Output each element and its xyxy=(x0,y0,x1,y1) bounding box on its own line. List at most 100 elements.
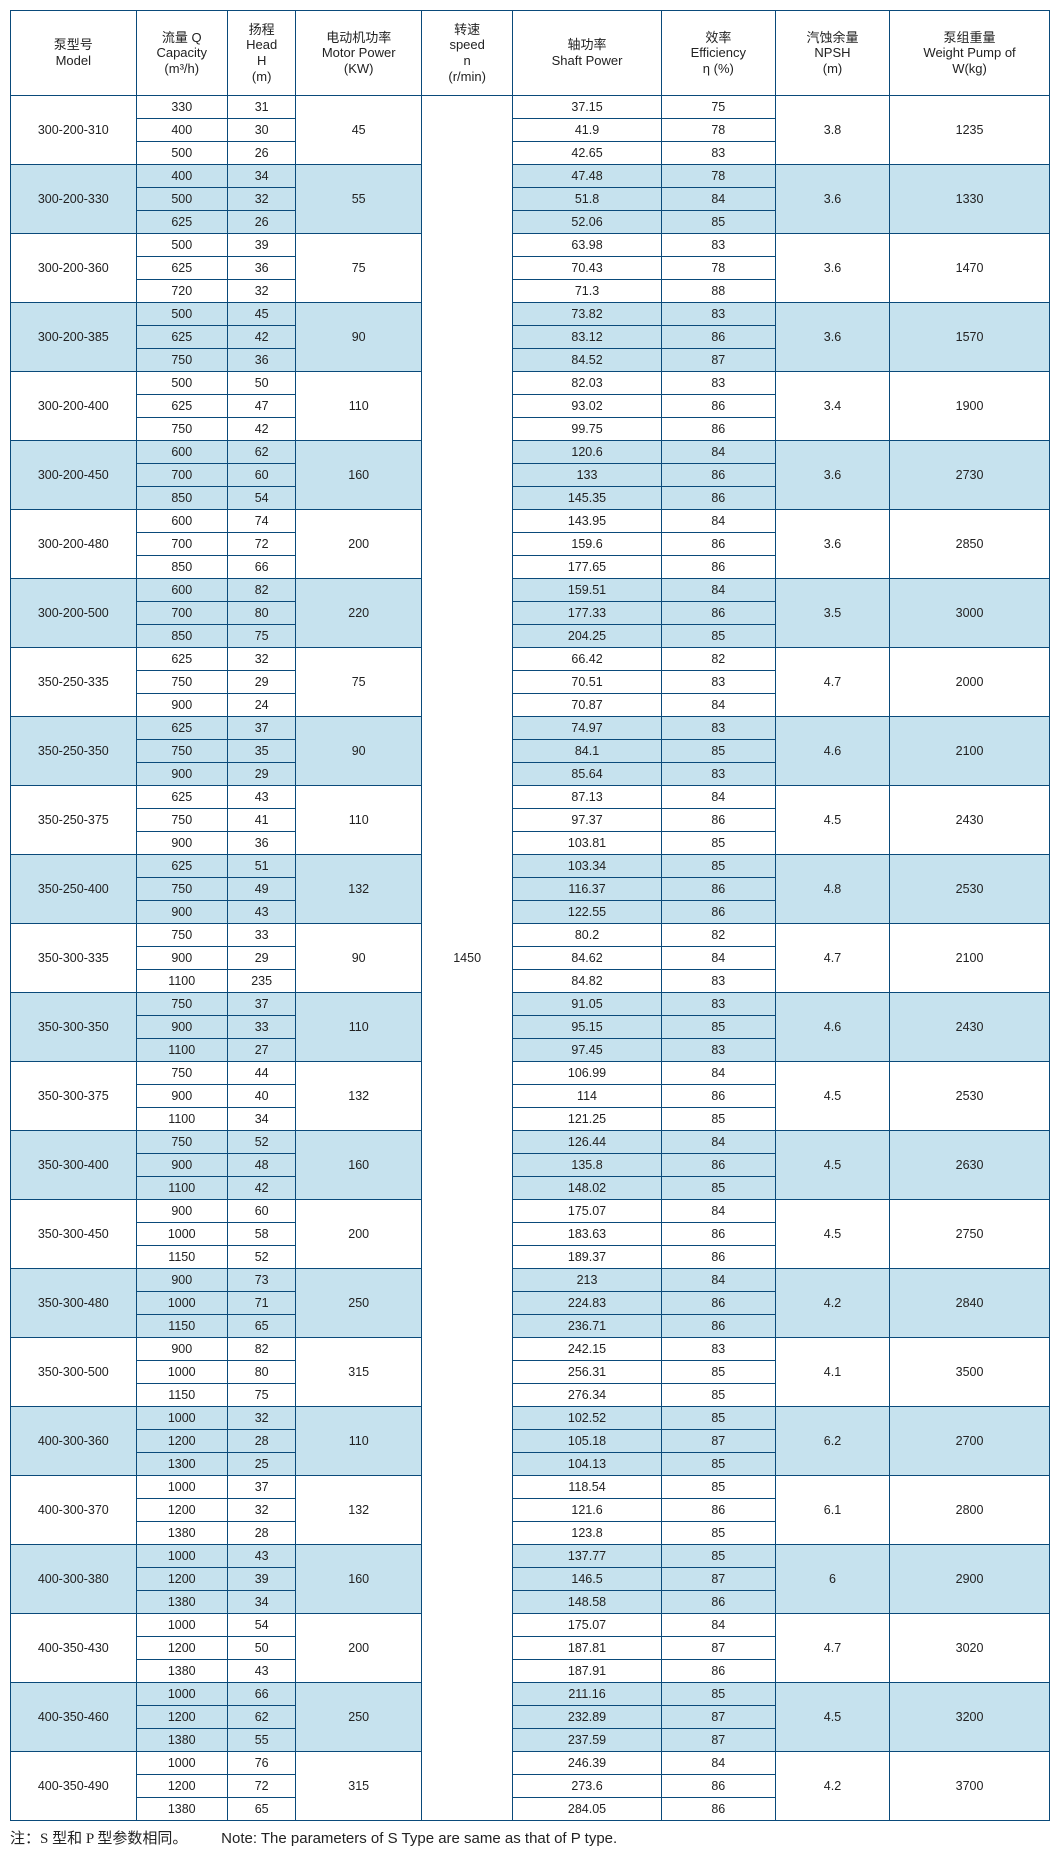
weight-cell: 2730 xyxy=(890,441,1050,510)
capacity-cell: 900 xyxy=(136,832,227,855)
capacity-cell: 900 xyxy=(136,901,227,924)
efficiency-cell: 84 xyxy=(661,1752,775,1775)
head-cell: 43 xyxy=(227,786,296,809)
npsh-cell: 3.6 xyxy=(775,234,889,303)
shaft-power-cell: 104.13 xyxy=(513,1453,661,1476)
head-cell: 49 xyxy=(227,878,296,901)
head-cell: 60 xyxy=(227,464,296,487)
capacity-cell: 600 xyxy=(136,510,227,533)
shaft-power-cell: 256.31 xyxy=(513,1361,661,1384)
head-cell: 50 xyxy=(227,372,296,395)
capacity-cell: 400 xyxy=(136,165,227,188)
efficiency-cell: 78 xyxy=(661,257,775,280)
head-cell: 42 xyxy=(227,326,296,349)
efficiency-cell: 83 xyxy=(661,993,775,1016)
head-cell: 34 xyxy=(227,165,296,188)
weight-cell: 1900 xyxy=(890,372,1050,441)
capacity-cell: 1200 xyxy=(136,1637,227,1660)
shaft-power-cell: 175.07 xyxy=(513,1200,661,1223)
motor-power-cell: 315 xyxy=(296,1338,422,1407)
shaft-power-cell: 237.59 xyxy=(513,1729,661,1752)
motor-power-cell: 250 xyxy=(296,1683,422,1752)
shaft-power-cell: 74.97 xyxy=(513,717,661,740)
shaft-power-cell: 123.8 xyxy=(513,1522,661,1545)
efficiency-cell: 86 xyxy=(661,1591,775,1614)
column-header: 流量 QCapacity(m³/h) xyxy=(136,11,227,96)
shaft-power-cell: 242.15 xyxy=(513,1338,661,1361)
model-cell: 300-200-500 xyxy=(11,579,137,648)
table-row: 400-350-490100076315246.39844.23700 xyxy=(11,1752,1050,1775)
footnote-en: Note: The parameters of S Type are same … xyxy=(221,1830,617,1847)
capacity-cell: 1200 xyxy=(136,1706,227,1729)
head-cell: 52 xyxy=(227,1131,296,1154)
shaft-power-cell: 236.71 xyxy=(513,1315,661,1338)
model-cell: 300-200-310 xyxy=(11,96,137,165)
head-cell: 65 xyxy=(227,1798,296,1821)
capacity-cell: 750 xyxy=(136,993,227,1016)
table-row: 300-200-360500397563.98833.61470 xyxy=(11,234,1050,257)
model-cell: 350-250-335 xyxy=(11,648,137,717)
shaft-power-cell: 187.81 xyxy=(513,1637,661,1660)
head-cell: 34 xyxy=(227,1591,296,1614)
capacity-cell: 1200 xyxy=(136,1568,227,1591)
efficiency-cell: 85 xyxy=(661,1545,775,1568)
efficiency-cell: 86 xyxy=(661,809,775,832)
table-row: 300-200-45060062160120.6843.62730 xyxy=(11,441,1050,464)
capacity-cell: 625 xyxy=(136,211,227,234)
shaft-power-cell: 224.83 xyxy=(513,1292,661,1315)
efficiency-cell: 83 xyxy=(661,234,775,257)
efficiency-cell: 84 xyxy=(661,786,775,809)
efficiency-cell: 86 xyxy=(661,1775,775,1798)
head-cell: 80 xyxy=(227,602,296,625)
efficiency-cell: 84 xyxy=(661,1269,775,1292)
capacity-cell: 1150 xyxy=(136,1315,227,1338)
capacity-cell: 1100 xyxy=(136,1108,227,1131)
motor-power-cell: 160 xyxy=(296,1545,422,1614)
head-cell: 26 xyxy=(227,211,296,234)
head-cell: 72 xyxy=(227,1775,296,1798)
capacity-cell: 625 xyxy=(136,855,227,878)
head-cell: 40 xyxy=(227,1085,296,1108)
motor-power-cell: 132 xyxy=(296,1476,422,1545)
weight-cell: 3020 xyxy=(890,1614,1050,1683)
capacity-cell: 625 xyxy=(136,395,227,418)
head-cell: 33 xyxy=(227,1016,296,1039)
efficiency-cell: 87 xyxy=(661,1568,775,1591)
head-cell: 235 xyxy=(227,970,296,993)
npsh-cell: 3.6 xyxy=(775,165,889,234)
shaft-power-cell: 37.15 xyxy=(513,96,661,119)
weight-cell: 2530 xyxy=(890,1062,1050,1131)
shaft-power-cell: 204.25 xyxy=(513,625,661,648)
efficiency-cell: 84 xyxy=(661,694,775,717)
head-cell: 52 xyxy=(227,1246,296,1269)
shaft-power-cell: 148.02 xyxy=(513,1177,661,1200)
shaft-power-cell: 122.55 xyxy=(513,901,661,924)
capacity-cell: 750 xyxy=(136,924,227,947)
column-header: 轴功率Shaft Power xyxy=(513,11,661,96)
column-header: 转速speedn(r/min) xyxy=(421,11,512,96)
motor-power-cell: 110 xyxy=(296,786,422,855)
capacity-cell: 1000 xyxy=(136,1223,227,1246)
capacity-cell: 700 xyxy=(136,533,227,556)
head-cell: 54 xyxy=(227,487,296,510)
efficiency-cell: 82 xyxy=(661,648,775,671)
npsh-cell: 4.6 xyxy=(775,993,889,1062)
shaft-power-cell: 137.77 xyxy=(513,1545,661,1568)
efficiency-cell: 85 xyxy=(661,1683,775,1706)
column-header: 汽蚀余量NPSH(m) xyxy=(775,11,889,96)
model-cell: 350-300-450 xyxy=(11,1200,137,1269)
weight-cell: 2430 xyxy=(890,786,1050,855)
model-cell: 300-200-360 xyxy=(11,234,137,303)
model-cell: 350-250-350 xyxy=(11,717,137,786)
shaft-power-cell: 187.91 xyxy=(513,1660,661,1683)
weight-cell: 1330 xyxy=(890,165,1050,234)
table-row: 300-200-330400345547.48783.61330 xyxy=(11,165,1050,188)
head-cell: 73 xyxy=(227,1269,296,1292)
table-row: 350-300-50090082315242.15834.13500 xyxy=(11,1338,1050,1361)
model-cell: 350-250-375 xyxy=(11,786,137,855)
shaft-power-cell: 87.13 xyxy=(513,786,661,809)
motor-power-cell: 90 xyxy=(296,924,422,993)
shaft-power-cell: 70.51 xyxy=(513,671,661,694)
capacity-cell: 1380 xyxy=(136,1591,227,1614)
head-cell: 42 xyxy=(227,418,296,441)
